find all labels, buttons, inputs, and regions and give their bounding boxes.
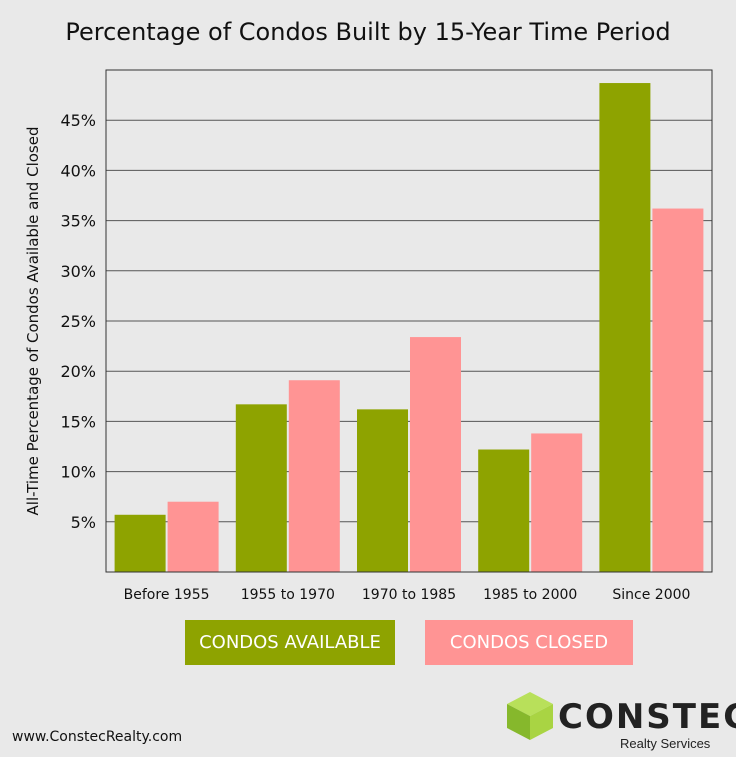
bar-closed: [652, 208, 704, 572]
bar-available: [478, 449, 530, 572]
bar-closed: [410, 337, 461, 572]
legend-condos-available: CONDOS AVAILABLE: [185, 620, 395, 665]
website-url: www.ConstecRealty.com: [12, 729, 183, 745]
bar-available: [599, 83, 651, 572]
plot-frame: [105, 69, 713, 573]
x-tick-label: 1985 to 2000: [483, 587, 577, 603]
x-tick-label: 1970 to 1985: [362, 587, 456, 603]
bars: [114, 83, 704, 572]
bar-closed: [531, 433, 583, 572]
y-tick-label: 15%: [60, 412, 96, 431]
y-tick-label: 10%: [60, 463, 96, 482]
bar-closed: [167, 501, 219, 572]
chart-title: Percentage of Condos Built by 15-Year Ti…: [65, 18, 671, 46]
y-tick-labels: 5% 10% 15% 20% 25% 30% 35% 40% 45%: [60, 111, 96, 532]
x-tick-labels: Before 1955 1955 to 1970 1970 to 1985 1985 …: [124, 587, 691, 603]
y-tick-label: 5%: [71, 513, 96, 532]
bar-available: [235, 404, 287, 572]
y-tick-label: 25%: [60, 312, 96, 331]
y-tick-label: 45%: [60, 111, 96, 130]
logo-subtitle: Realty Services: [620, 736, 711, 751]
bar-available: [114, 514, 166, 572]
x-tick-label: 1955 to 1970: [241, 587, 335, 603]
x-tick-label: Before 1955: [124, 587, 210, 603]
y-axis-label: All-Time Percentage of Condos Available …: [24, 127, 42, 516]
y-tick-label: 20%: [60, 362, 96, 381]
y-tick-label: 35%: [60, 212, 96, 231]
constec-cube-icon: [507, 692, 553, 740]
bar-closed: [288, 380, 340, 572]
y-tick-label: 30%: [60, 262, 96, 281]
legend-condos-closed: CONDOS CLOSED: [425, 620, 633, 665]
bar-available: [357, 409, 408, 572]
x-tick-label: Since 2000: [612, 587, 690, 603]
y-tick-label: 40%: [60, 161, 96, 180]
logo-name: CONSTEC: [558, 697, 736, 737]
